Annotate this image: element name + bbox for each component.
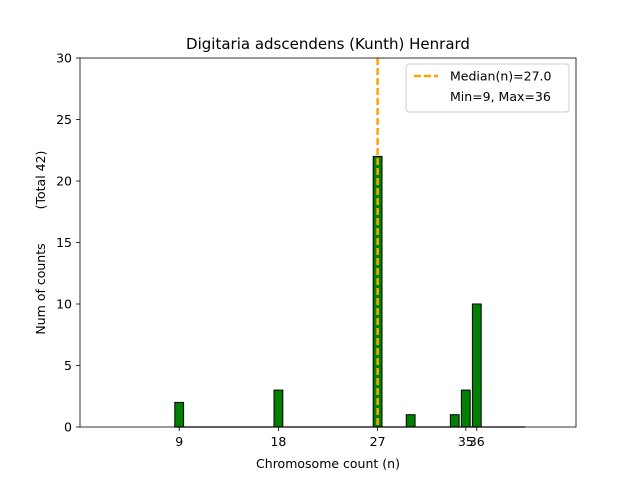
x-tick-label: 9 [175,434,183,449]
x-tick-label: 36 [469,434,485,449]
y-tick-label: 20 [56,174,72,189]
x-tick-label: 35 [458,434,474,449]
y-tick-label: 5 [64,358,72,373]
y-tick-label: 15 [56,235,72,250]
legend: Median(n)=27.0 Min=9, Max=36 [405,63,570,113]
y-axis-label: Num of counts [33,243,48,334]
x-tick-label: 18 [270,434,286,449]
y-tick-label: 25 [56,112,72,127]
legend-range-label: Min=9, Max=36 [450,89,551,104]
y-tick-label: 10 [56,297,72,312]
histogram-bar [174,401,185,428]
y-tick-label: 30 [56,51,72,66]
histogram-bar [405,414,416,428]
x-tick-label: 27 [370,434,386,449]
y-axis-total-label: (Total 42) [33,151,48,210]
chart-title: Digitaria adscendens (Kunth) Henrard [186,35,470,53]
histogram-bar [273,389,284,428]
x-axis-label: Chromosome count (n) [256,456,400,471]
legend-median-label: Median(n)=27.0 [450,69,551,84]
y-tick-label: 0 [64,420,72,435]
histogram-bar [449,414,460,428]
y-axis-ticks: 0 5 10 15 20 25 30 [56,51,80,435]
histogram-bar [471,303,482,428]
histogram-bar [460,389,471,428]
legend-box [405,63,570,113]
